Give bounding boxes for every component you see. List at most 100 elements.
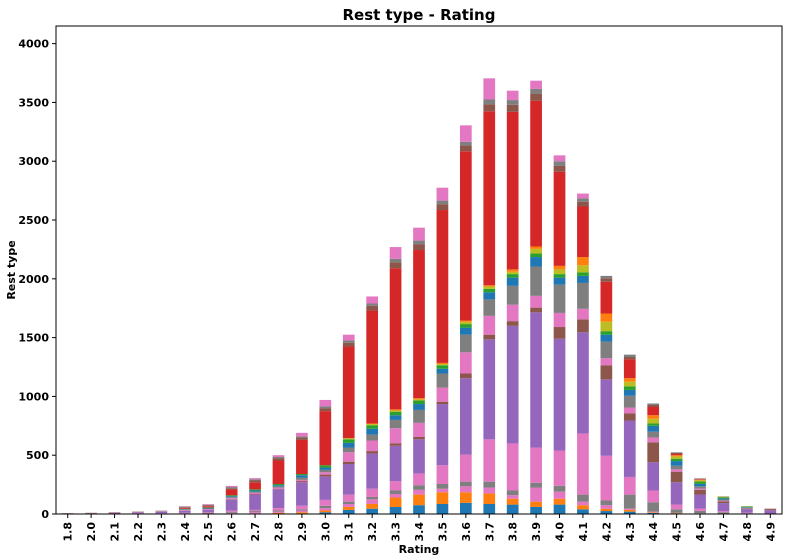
bar-segment <box>647 415 660 419</box>
bar-segment <box>413 227 425 241</box>
bar-segment <box>506 104 519 112</box>
bar-segment <box>459 151 472 321</box>
bar-segment <box>506 321 519 326</box>
bar-segment <box>459 145 472 152</box>
bar-segment <box>342 464 355 495</box>
bar-segment <box>366 496 379 500</box>
bar-segment <box>389 409 402 411</box>
bar-segment <box>249 511 261 513</box>
bar-segment <box>342 452 355 462</box>
bar-segment <box>413 240 425 245</box>
bar-segment <box>459 481 472 487</box>
bar-segment <box>741 508 753 510</box>
bar-segment <box>553 498 566 505</box>
bar-segment <box>342 334 355 341</box>
y-tick-label: 3500 <box>18 96 49 109</box>
x-tick-label: 4.3 <box>624 522 637 542</box>
bar-segment <box>577 282 589 309</box>
y-tick-label: 1000 <box>18 390 49 403</box>
bar-segment <box>436 492 449 505</box>
bar-segment <box>389 497 402 507</box>
x-tick-label: 2.4 <box>179 522 192 542</box>
bar-segment <box>670 452 683 455</box>
bar-segment <box>553 155 566 162</box>
bar-segment <box>436 488 449 493</box>
bar-segment <box>553 171 566 266</box>
bar-segment <box>647 502 660 512</box>
bar-segment <box>225 499 238 511</box>
y-tick-label: 3000 <box>18 155 49 168</box>
bar-segment <box>530 253 542 258</box>
x-tick-label: 3.4 <box>413 522 426 542</box>
bar-segment <box>623 511 636 514</box>
bar-segment <box>459 492 472 503</box>
bar-segment <box>436 373 449 388</box>
bar-segment <box>202 507 215 509</box>
bar-segment <box>530 295 542 308</box>
bar-segment <box>459 321 472 325</box>
bar-segment <box>623 357 636 360</box>
bar-segment <box>459 378 472 455</box>
bar-segment <box>436 210 449 363</box>
bar-segment <box>366 423 379 425</box>
bar-segment <box>389 506 402 514</box>
bar-segment <box>296 439 308 475</box>
bar-segment <box>577 509 589 514</box>
bar-segment <box>577 501 589 506</box>
bar-segment <box>178 506 191 508</box>
bar-segment <box>623 354 636 358</box>
bar-segment <box>225 497 238 499</box>
bar-segment <box>553 491 566 499</box>
bar-segment <box>342 494 355 502</box>
bar-segment <box>436 187 449 201</box>
bar-segment <box>530 307 542 313</box>
bar-segment <box>366 303 379 306</box>
plot-area <box>61 78 777 514</box>
bar-segment <box>436 504 449 514</box>
bar-segment <box>459 320 472 322</box>
bar-segment <box>413 409 425 423</box>
bar-segment <box>647 437 660 443</box>
y-tick-label: 1500 <box>18 332 49 345</box>
bar-segment <box>342 509 355 514</box>
bar-segment <box>319 469 332 473</box>
x-tick-label: 3.7 <box>483 522 496 542</box>
bar-segment <box>272 456 285 459</box>
bar-segment <box>647 406 660 416</box>
x-tick-label: 2.0 <box>85 522 98 542</box>
bar-segment <box>623 420 636 477</box>
bar-segment <box>483 334 496 340</box>
bar-segment <box>670 465 683 470</box>
bar-segment <box>483 104 496 112</box>
bar-segment <box>413 244 425 251</box>
y-axis: 0 500 1000 1500 2000 2500 3000 3500 4000 <box>18 38 56 521</box>
y-axis-title: Rest type <box>5 240 18 299</box>
bar-segment <box>413 505 425 514</box>
bar-segment <box>178 507 191 508</box>
bar-segment <box>272 512 285 514</box>
bar-segment <box>342 504 355 507</box>
bar-segment <box>600 321 613 332</box>
x-tick-label: 4.2 <box>600 522 613 542</box>
bar-segment <box>413 250 425 399</box>
x-tick-label: 4.0 <box>554 522 567 542</box>
bar-segment <box>296 512 308 514</box>
bar-segment <box>272 484 285 486</box>
bar-segment <box>670 455 683 457</box>
bar-segment <box>436 484 449 489</box>
bar-segment <box>600 281 613 314</box>
bar-segment <box>506 490 519 496</box>
bar-segment <box>342 438 355 440</box>
bar-segment <box>366 305 379 311</box>
bar-segment <box>530 246 542 249</box>
bar-segment <box>717 496 730 498</box>
bar-segment <box>319 508 332 511</box>
bar-segment <box>553 265 566 270</box>
bar-segment <box>694 489 706 495</box>
bar-segment <box>670 456 683 459</box>
bar-segment <box>225 511 238 513</box>
bar-segment <box>272 508 285 511</box>
bar-segment <box>694 510 706 514</box>
bar-segment <box>600 331 613 335</box>
